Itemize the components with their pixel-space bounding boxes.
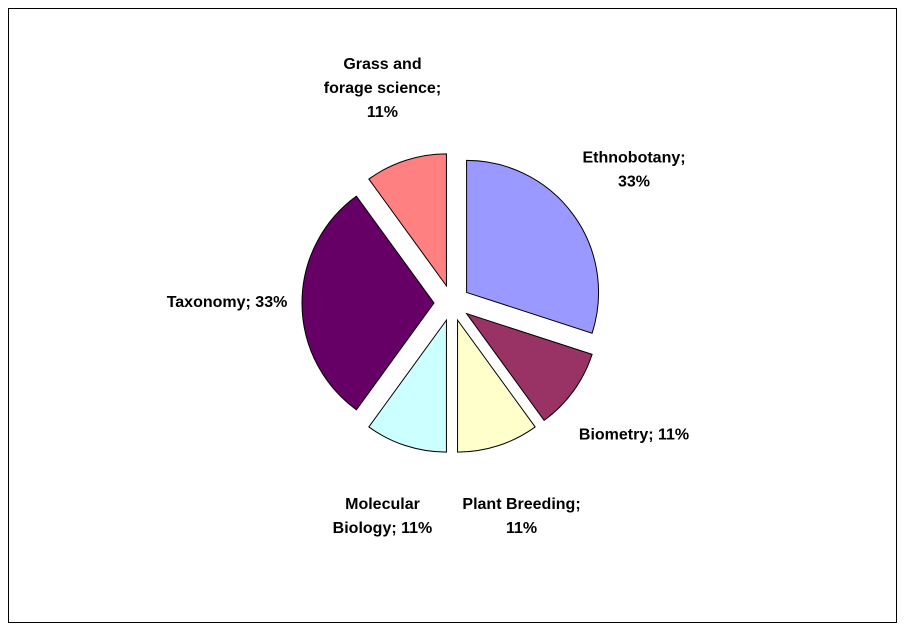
data-label: Plant Breeding; 11% xyxy=(462,496,580,537)
data-label-line: Grass and xyxy=(343,56,421,73)
data-label-line: 11% xyxy=(367,104,398,121)
data-label-line: 33% xyxy=(618,174,650,191)
data-label-line: 11% xyxy=(506,520,537,537)
data-label: Ethnobotany; 33% xyxy=(582,150,685,191)
data-label-line: Biology; 11% xyxy=(333,520,433,537)
pie-slice xyxy=(465,312,593,422)
data-label-line: Molecular xyxy=(345,496,420,513)
data-label: Molecular Biology; 11% xyxy=(333,496,433,537)
data-label: Grass and forage science; 11% xyxy=(324,56,441,121)
pie-slice xyxy=(368,318,447,453)
pie-slice xyxy=(466,159,600,334)
pie-slice xyxy=(301,195,435,411)
data-label: Biometry; 11% xyxy=(579,426,689,443)
chart-border xyxy=(8,8,897,623)
data-label-line: Plant Breeding; xyxy=(462,496,580,513)
data-label-line: forage science; xyxy=(324,80,441,97)
data-label-line: Biometry; 11% xyxy=(579,426,689,443)
pie-slice xyxy=(368,153,447,288)
pie-slice xyxy=(457,318,536,453)
data-label: Taxonomy; 33% xyxy=(167,294,288,311)
data-label-line: Ethnobotany; xyxy=(582,150,685,167)
data-label-line: Taxonomy; 33% xyxy=(167,294,288,311)
